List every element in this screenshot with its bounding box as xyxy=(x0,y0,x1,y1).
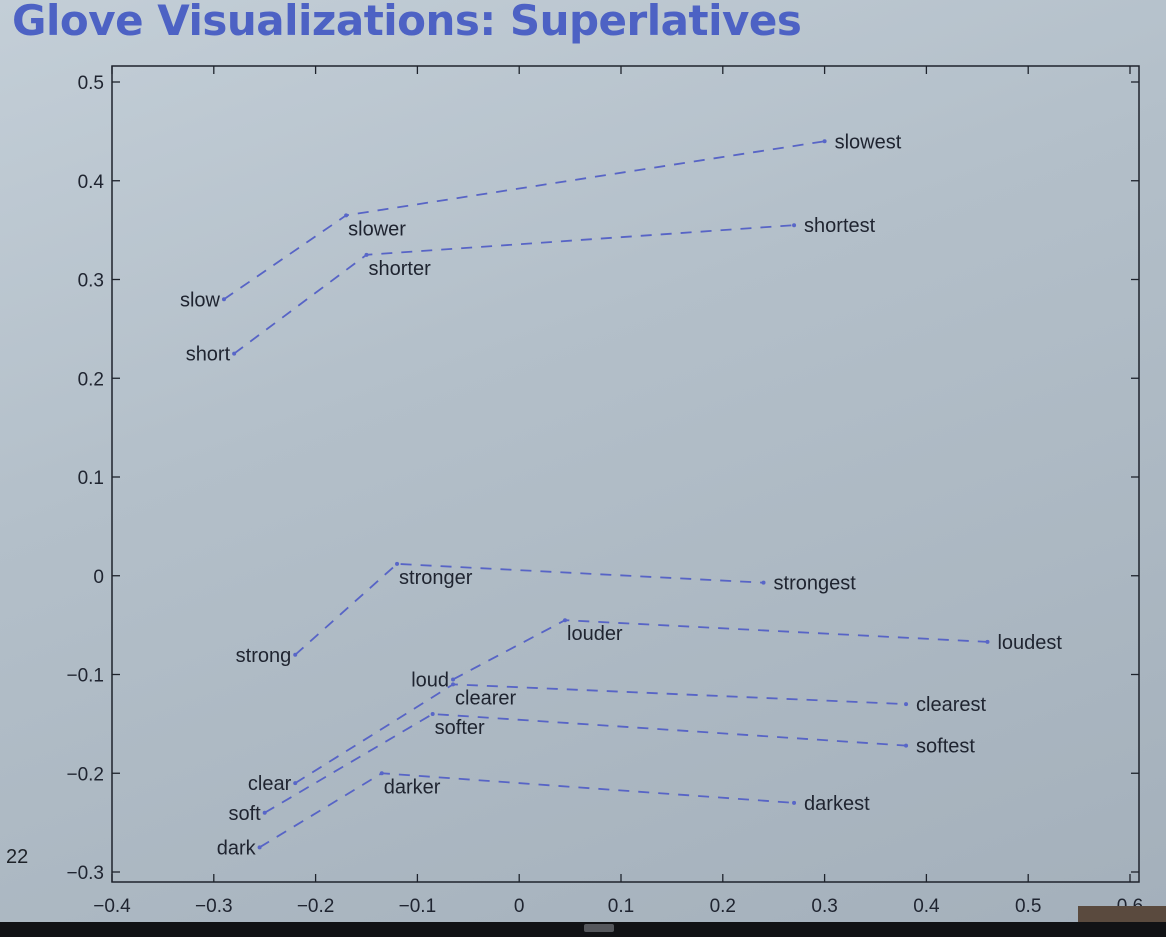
projector-corner xyxy=(1078,906,1166,922)
point-loud xyxy=(451,677,456,682)
x-tick-label: −0.3 xyxy=(195,896,233,917)
x-tick-label: −0.1 xyxy=(399,896,437,917)
y-tick-label: 0.3 xyxy=(78,271,104,292)
page-number: 22 xyxy=(6,846,29,868)
point-slow xyxy=(221,297,226,302)
y-tick-label: 0.5 xyxy=(78,73,104,94)
point-stronger xyxy=(395,561,400,566)
point-strongest xyxy=(761,580,766,585)
word-label-softer: softer xyxy=(435,717,485,739)
point-clear xyxy=(293,781,298,786)
x-tick-label: 0 xyxy=(514,896,525,917)
axis-ticks: −0.4−0.3−0.2−0.100.10.20.30.40.50.6−0.3−… xyxy=(66,66,1143,917)
word-label-darkest: darkest xyxy=(804,793,870,815)
point-strong xyxy=(293,652,298,657)
point-slower xyxy=(344,213,349,218)
y-tick-label: −0.2 xyxy=(66,764,104,785)
word-label-louder: louder xyxy=(567,623,623,645)
y-tick-label: 0.4 xyxy=(78,172,105,193)
word-label-soft: soft xyxy=(228,803,261,825)
connection-line-dark xyxy=(259,772,795,849)
word-label-clearest: clearest xyxy=(916,694,986,716)
word-label-clear: clear xyxy=(248,773,292,795)
point-dark xyxy=(257,845,262,850)
word-label-short: short xyxy=(186,344,231,366)
x-tick-label: −0.4 xyxy=(93,896,131,917)
point-soft xyxy=(262,810,267,815)
point-softest xyxy=(904,743,909,748)
point-shortest xyxy=(792,223,797,228)
word-label-darker: darker xyxy=(384,776,441,798)
y-tick-label: −0.1 xyxy=(66,666,104,687)
point-short xyxy=(232,351,237,356)
point-clearer xyxy=(451,682,456,687)
point-darker xyxy=(379,771,384,776)
word-label-softest: softest xyxy=(916,736,975,758)
x-tick-label: 0.1 xyxy=(608,896,634,917)
screen-bottom-bar xyxy=(0,922,1166,937)
bottom-bar-marker xyxy=(584,924,614,932)
y-tick-label: 0 xyxy=(93,567,104,588)
connection-lines xyxy=(223,140,988,849)
y-tick-label: 0.1 xyxy=(78,468,104,489)
connection-line-soft xyxy=(264,713,907,814)
word-label-shorter: shorter xyxy=(369,258,432,280)
point-shorter xyxy=(364,252,369,257)
word-label-stronger: stronger xyxy=(399,567,473,589)
point-clearest xyxy=(904,702,909,707)
x-tick-label: 0.5 xyxy=(1015,896,1041,917)
word-label-loud: loud xyxy=(411,669,449,691)
x-tick-label: 0.4 xyxy=(913,896,940,917)
word-label-slower: slower xyxy=(348,218,406,240)
word-label-strong: strong xyxy=(236,645,292,667)
connection-line-slow xyxy=(223,140,825,300)
word-labels: slow slower slowest short shorter shortest str… xyxy=(180,131,1062,859)
word-label-shortest: shortest xyxy=(804,215,876,237)
point-slowest xyxy=(822,139,827,144)
point-louder xyxy=(563,618,568,623)
word-label-loudest: loudest xyxy=(997,632,1062,654)
x-tick-label: 0.2 xyxy=(710,896,736,917)
y-tick-label: −0.3 xyxy=(66,863,104,884)
connection-line-strong xyxy=(294,562,764,656)
word-label-strongest: strongest xyxy=(774,573,857,595)
y-tick-label: 0.2 xyxy=(78,369,104,390)
connection-line-clear xyxy=(294,683,907,784)
point-softer xyxy=(430,712,435,716)
connection-line-loud xyxy=(452,619,988,681)
x-tick-label: −0.2 xyxy=(297,896,335,917)
word-label-slowest: slowest xyxy=(835,131,902,153)
point-darkest xyxy=(792,800,797,805)
x-tick-label: 0.3 xyxy=(811,896,837,917)
plot-frame xyxy=(111,65,1140,883)
point-loudest xyxy=(985,639,990,644)
word-label-clearer: clearer xyxy=(455,687,516,709)
data-points xyxy=(221,139,990,850)
connection-line-short xyxy=(233,224,795,355)
word-label-dark: dark xyxy=(217,837,257,859)
word-label-slow: slow xyxy=(180,289,221,311)
slide-title: Glove Visualizations: Superlatives xyxy=(12,0,802,45)
